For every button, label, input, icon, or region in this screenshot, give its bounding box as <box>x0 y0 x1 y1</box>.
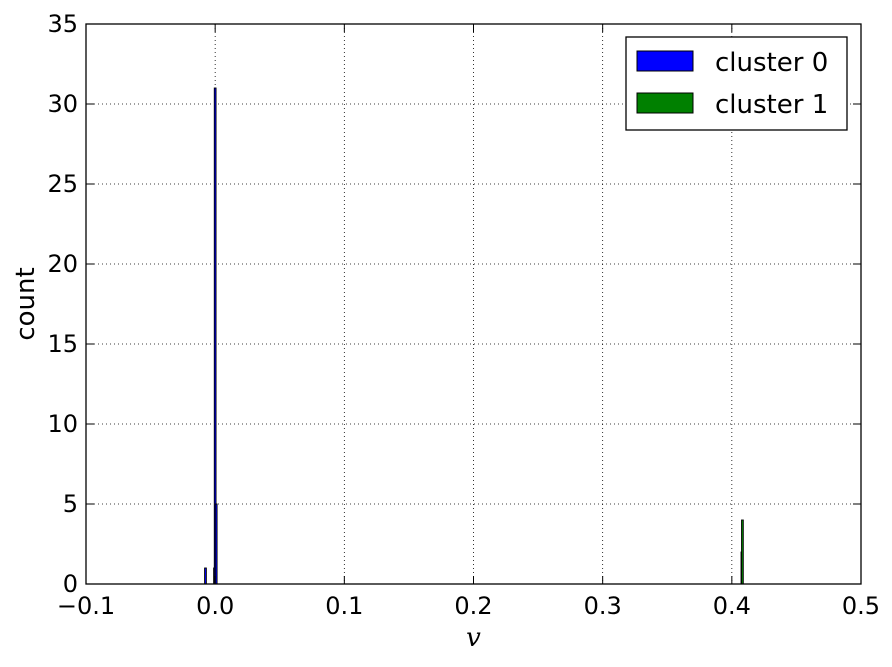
bar-cluster-0 <box>204 567 207 585</box>
legend: cluster 0 cluster 1 <box>625 36 848 131</box>
y-tick-label: 25 <box>47 170 78 198</box>
x-tick-label: 0.4 <box>713 592 751 620</box>
x-tick-label: 0.0 <box>196 592 234 620</box>
legend-label-cluster-0: cluster 0 <box>715 48 828 78</box>
bar-cluster-1 <box>741 519 744 585</box>
legend-swatch-cluster-1 <box>636 92 694 114</box>
y-tick-label: 20 <box>47 250 78 278</box>
legend-swatch-cluster-0 <box>636 50 694 72</box>
x-axis-label: v <box>466 623 481 653</box>
axis-ticks <box>85 23 862 585</box>
x-tick-label: 0.5 <box>842 592 880 620</box>
legend-label-cluster-1: cluster 1 <box>715 90 828 120</box>
y-tick-label: 35 <box>47 10 78 38</box>
y-tick-label: 15 <box>47 330 78 358</box>
x-tick-label: 0.3 <box>584 592 622 620</box>
x-tick-label: −0.1 <box>57 592 115 620</box>
y-tick-label: 5 <box>63 490 78 518</box>
y-axis-label: count <box>11 267 41 340</box>
y-tick-label: 0 <box>63 570 78 598</box>
y-tick-label: 10 <box>47 410 78 438</box>
x-tick-label: 0.1 <box>325 592 363 620</box>
y-tick-label: 30 <box>47 90 78 118</box>
tick-labels: −0.1 0.0 0.1 0.2 0.3 0.4 0.5 0 5 10 15 20 25 30 35 <box>47 10 880 620</box>
bar-cluster-0 <box>214 503 218 585</box>
x-tick-label: 0.2 <box>454 592 492 620</box>
